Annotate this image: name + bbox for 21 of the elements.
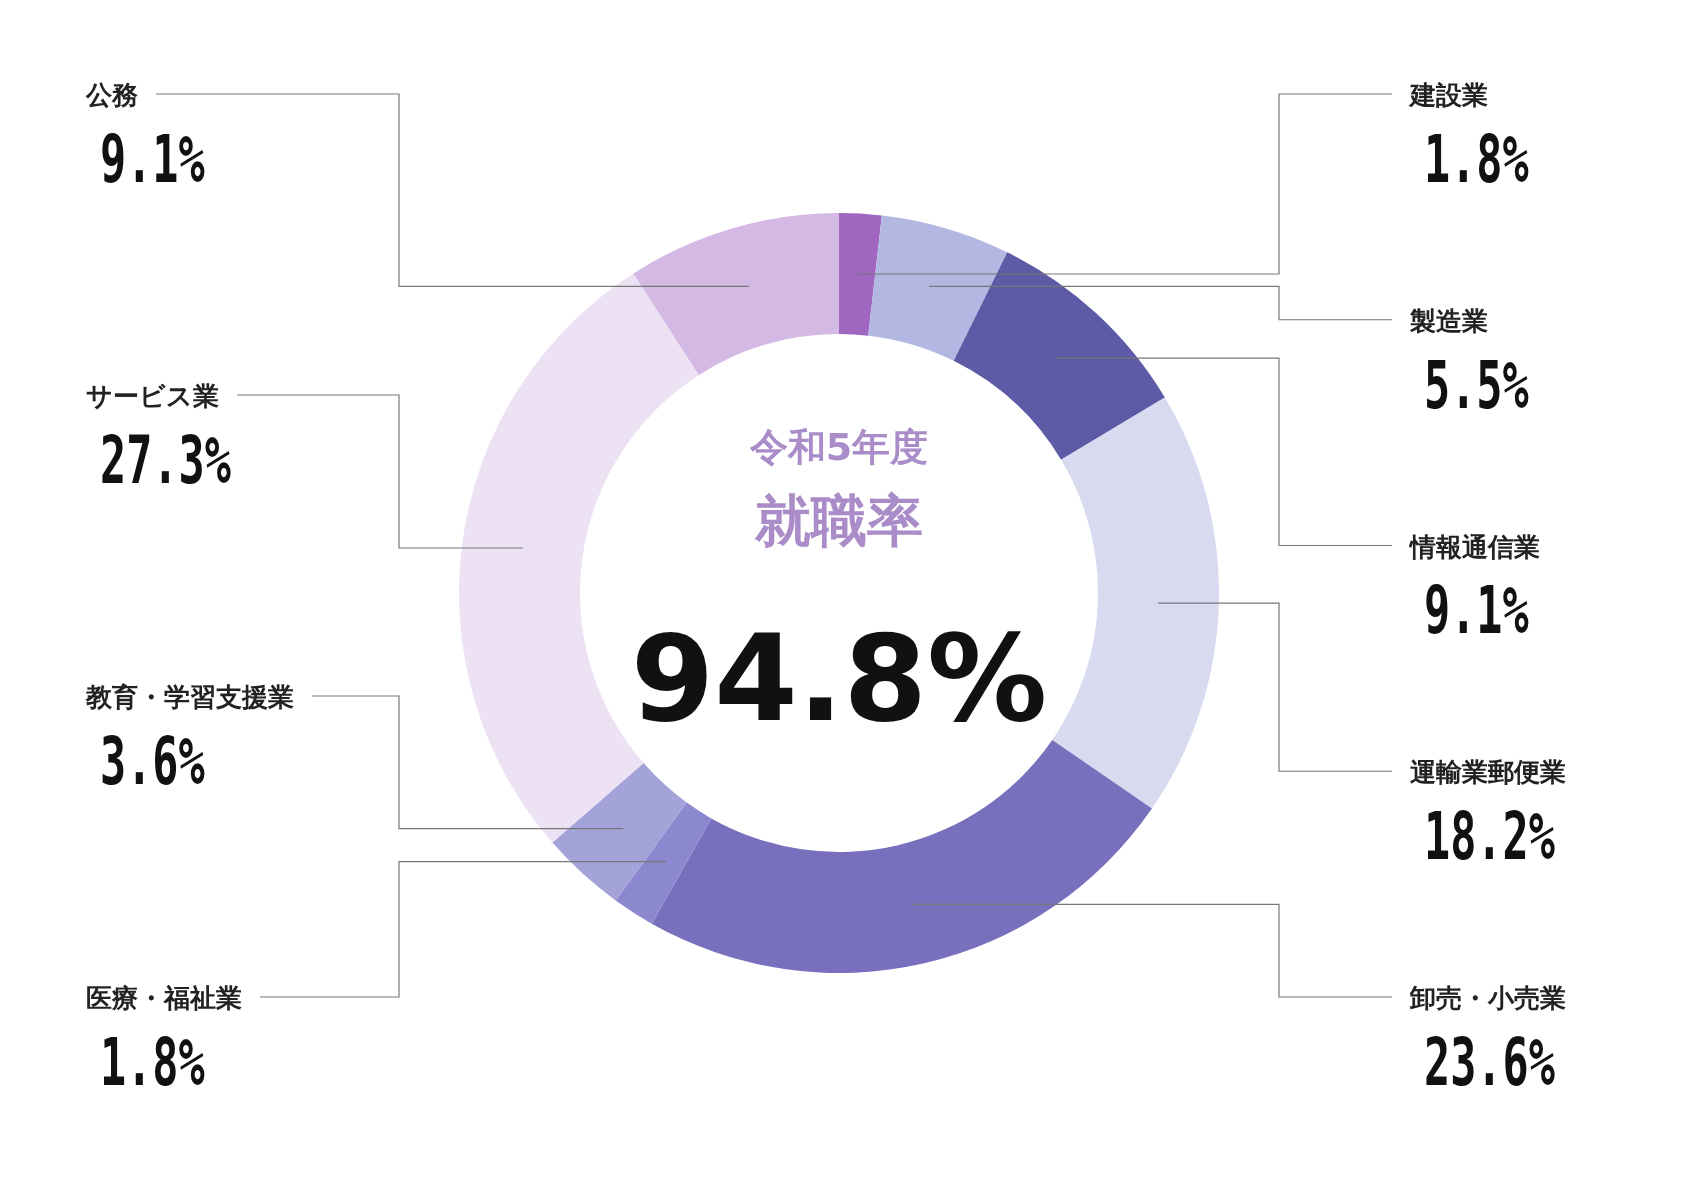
text: 94.8% [630,609,1048,748]
slice-label: 建設業 [1408,80,1488,110]
data-label: 9.1% [1424,571,1529,649]
text: 令和5年度 [748,425,929,469]
text: 就職率 [754,488,923,553]
data-label: 1.8% [1424,120,1529,198]
slice-label: 情報通信業 [1408,531,1540,562]
data-label: 18.2% [1424,797,1555,875]
slice-label: 運輸業郵便業 [1410,757,1566,788]
data-label: 1.8% [100,1023,205,1101]
data-label: 23.6% [1424,1023,1555,1101]
data-label: 3.6% [100,722,205,800]
slice-label: サービス業 [86,381,219,411]
data-label: 9.1% [100,120,205,198]
slice-label: 製造業 [1409,305,1488,336]
slice-label: 教育・学習支援業 [85,682,294,712]
slice-label: 公務 [85,80,138,110]
slice-label: 医療・福祉業 [86,983,242,1013]
slice-label: 卸売・小売業 [1409,983,1566,1013]
data-label: 5.5% [1424,346,1529,424]
data-label: 27.3% [100,421,231,499]
